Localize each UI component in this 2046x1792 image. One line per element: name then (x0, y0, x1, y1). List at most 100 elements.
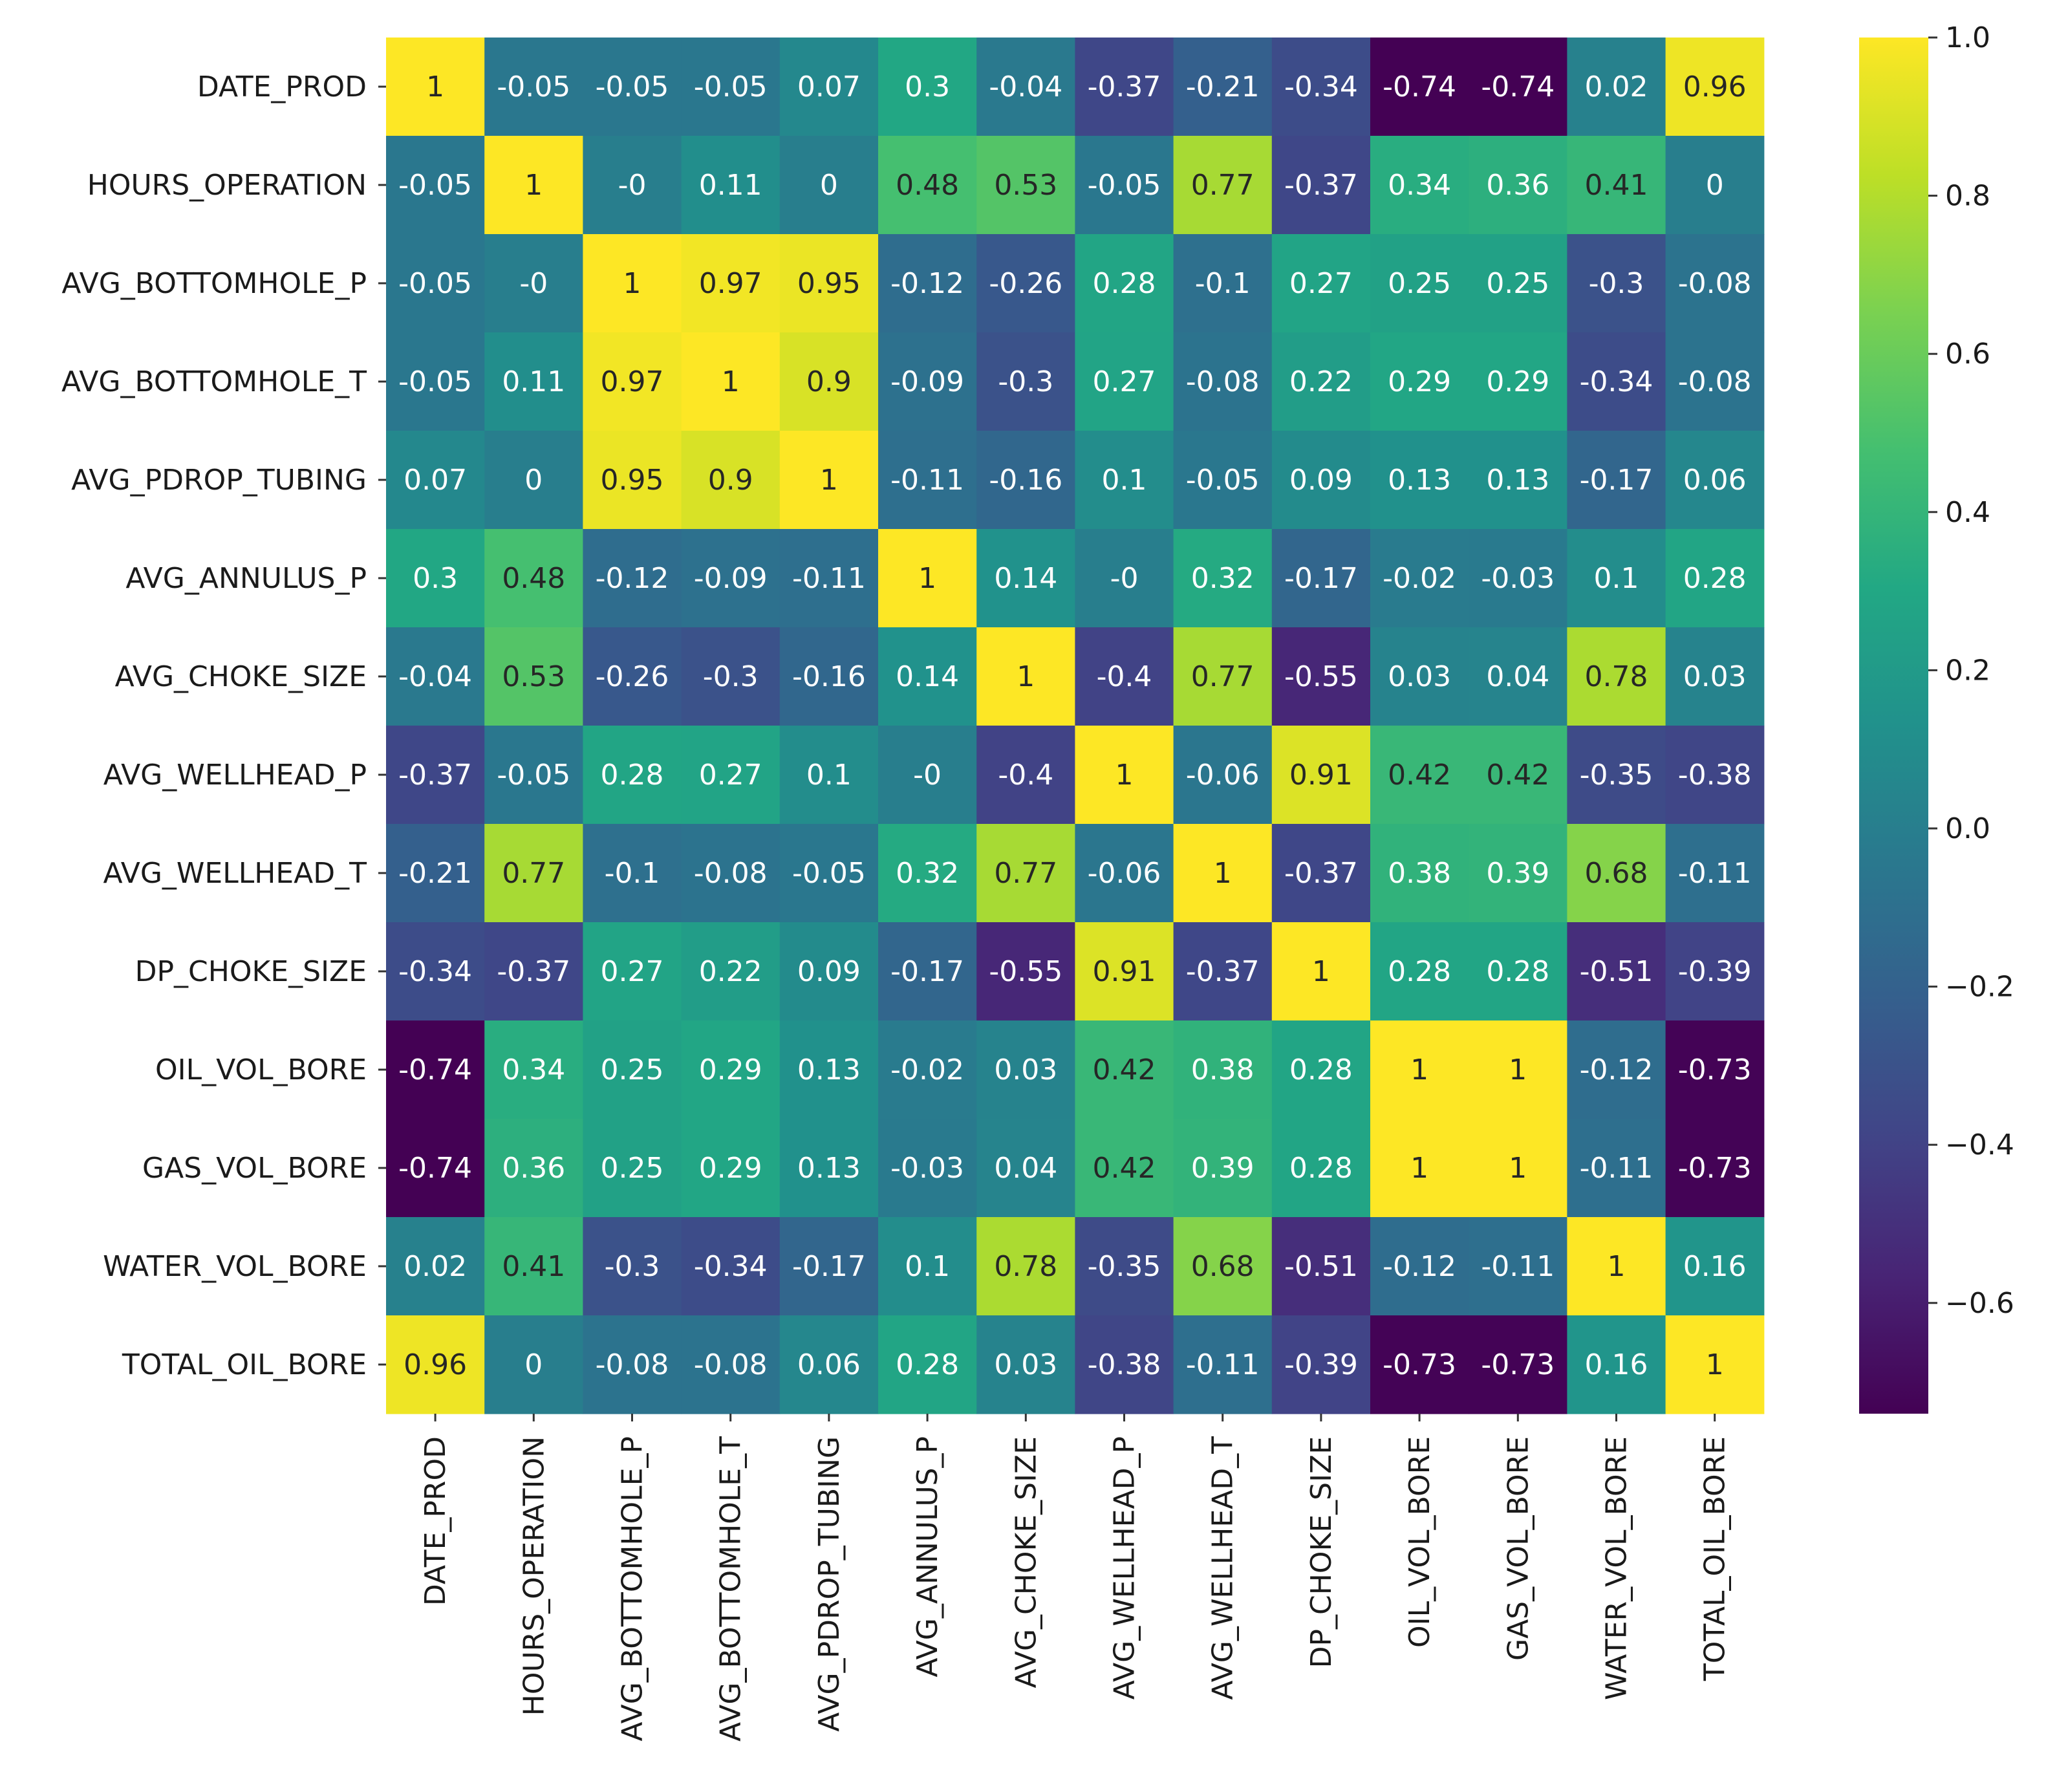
heatmap-value-r13-c4: 0.06 (797, 1348, 861, 1381)
heatmap-cell-r11-c9 (1271, 1119, 1371, 1218)
heatmap-cell-r9-c6 (976, 922, 1075, 1021)
heatmap-cell-r1-c0 (386, 136, 485, 235)
heatmap-cell-r13-c2 (583, 1315, 682, 1414)
heatmap-cell-r3-c13 (1665, 332, 1765, 431)
heatmap-value-r7-c1: -0.05 (497, 759, 570, 792)
heatmap-value-r5-c10: -0.02 (1383, 562, 1456, 595)
heatmap-value-r8-c4: -0.05 (792, 857, 866, 890)
x-axis-label-12: WATER_VOL_BORE (1600, 1436, 1633, 1700)
heatmap-value-r7-c6: -0.4 (998, 759, 1053, 792)
heatmap-cell-r9-c8 (1173, 922, 1273, 1021)
heatmap-value-r2-c9: 0.27 (1289, 267, 1353, 300)
heatmap-cell-r2-c7 (1075, 234, 1174, 333)
heatmap-cell-r0-c9 (1271, 38, 1371, 136)
heatmap-cell-r12-c8 (1173, 1217, 1273, 1316)
heatmap-cell-r10-c6 (976, 1020, 1075, 1119)
heatmap-cell-r5-c8 (1173, 529, 1273, 628)
x-axis-label-9: DP_CHOKE_SIZE (1305, 1436, 1338, 1668)
heatmap-cell-r8-c5 (878, 824, 977, 923)
heatmap-cell-r3-c11 (1469, 332, 1567, 431)
heatmap-cell-r1-c1 (484, 136, 583, 235)
heatmap-value-r0-c10: -0.74 (1383, 70, 1456, 103)
heatmap-value-r5-c6: 0.14 (994, 562, 1057, 595)
heatmap-value-r10-c8: 0.38 (1191, 1053, 1255, 1086)
heatmap-cell-r5-c9 (1271, 529, 1371, 628)
heatmap-cell-r11-c5 (878, 1119, 977, 1218)
heatmap-cell-r9-c11 (1469, 922, 1567, 1021)
heatmap-value-r13-c10: -0.73 (1383, 1348, 1456, 1381)
heatmap-value-r9-c9: 1 (1312, 955, 1330, 988)
heatmap-cell-r5-c6 (976, 529, 1075, 628)
heatmap-value-r2-c0: -0.05 (398, 267, 472, 300)
heatmap-value-r10-c3: 0.29 (699, 1053, 762, 1086)
heatmap-value-r5-c3: -0.09 (694, 562, 768, 595)
heatmap-cell-r1-c4 (779, 136, 879, 235)
heatmap-value-r12-c13: 0.16 (1683, 1250, 1747, 1283)
heatmap-value-r4-c9: 0.09 (1289, 464, 1353, 497)
heatmap-cell-r12-c12 (1567, 1217, 1666, 1316)
heatmap-value-r3-c3: 1 (722, 365, 740, 398)
heatmap-value-r9-c0: -0.34 (398, 955, 472, 988)
heatmap-value-r3-c2: 0.97 (601, 365, 664, 398)
heatmap-cell-r7-c2 (583, 726, 682, 825)
heatmap-value-r3-c13: -0.08 (1678, 365, 1752, 398)
heatmap-cell-r3-c12 (1567, 332, 1666, 431)
heatmap-value-r8-c5: 0.32 (896, 857, 959, 890)
heatmap-value-r5-c7: -0 (1110, 562, 1139, 595)
heatmap-value-r7-c4: 0.1 (806, 759, 852, 792)
heatmap-cell-r5-c5 (878, 529, 977, 628)
heatmap-cell-r11-c4 (779, 1119, 879, 1218)
heatmap-cell-r4-c3 (681, 431, 781, 530)
heatmap-cell-r8-c3 (681, 824, 781, 923)
heatmap-value-r13-c7: -0.38 (1088, 1348, 1161, 1381)
heatmap-cell-r1-c3 (681, 136, 781, 235)
heatmap-cell-r10-c0 (386, 1020, 485, 1119)
y-axis-label-2: AVG_BOTTOMHOLE_P (61, 267, 367, 300)
heatmap-value-r4-c10: 0.13 (1388, 464, 1451, 497)
colorbar-tick-label-5: 0.0 (1945, 812, 1990, 845)
heatmap-cell-r8-c0 (386, 824, 485, 923)
heatmap-cell-r2-c12 (1567, 234, 1666, 333)
heatmap-value-r5-c0: 0.3 (413, 562, 458, 595)
heatmap-cell-r7-c10 (1370, 726, 1469, 825)
heatmap-value-r4-c11: 0.13 (1486, 464, 1549, 497)
heatmap-value-r12-c7: -0.35 (1088, 1250, 1161, 1283)
heatmap-value-r11-c11: 1 (1509, 1152, 1527, 1185)
heatmap-value-r6-c1: 0.53 (502, 660, 565, 693)
heatmap-value-r8-c1: 0.77 (502, 857, 565, 890)
heatmap-value-r11-c7: 0.42 (1093, 1152, 1156, 1185)
heatmap-value-r10-c12: -0.12 (1580, 1053, 1653, 1086)
heatmap-cell-r2-c2 (583, 234, 682, 333)
heatmap-value-r0-c12: 0.02 (1585, 70, 1648, 103)
heatmap-value-r1-c12: 0.41 (1585, 169, 1648, 202)
heatmap-cell-r2-c10 (1370, 234, 1469, 333)
heatmap-value-r6-c7: -0.4 (1097, 660, 1152, 693)
heatmap-cell-r3-c6 (976, 332, 1075, 431)
y-axis-labels: DATE_PROD HOURS_OPERATION AVG_BOTTOMHOLE_P… (61, 70, 386, 1381)
heatmap-value-r6-c13: 0.03 (1683, 660, 1747, 693)
heatmap-value-r3-c7: 0.27 (1093, 365, 1156, 398)
heatmap-cell-r8-c1 (484, 824, 583, 923)
heatmap-cell-r4-c7 (1075, 431, 1174, 530)
heatmap-cell-r2-c6 (976, 234, 1075, 333)
heatmap-value-r12-c12: 1 (1608, 1250, 1626, 1283)
heatmap-value-r10-c5: -0.02 (890, 1053, 964, 1086)
x-axis-label-4: AVG_PDROP_TUBING (813, 1436, 846, 1732)
heatmap-value-r2-c7: 0.28 (1093, 267, 1156, 300)
heatmap-value-r11-c12: -0.11 (1580, 1152, 1653, 1185)
heatmap-cell-r6-c13 (1665, 627, 1765, 726)
heatmap-value-r3-c12: -0.34 (1580, 365, 1653, 398)
heatmap-cell-r5-c4 (779, 529, 879, 628)
heatmap-cell-r12-c7 (1075, 1217, 1174, 1316)
x-axis-label-13: TOTAL_OIL_BORE (1699, 1436, 1732, 1681)
heatmap-cell-r11-c1 (484, 1119, 583, 1218)
heatmap-cell-r9-c0 (386, 922, 485, 1021)
heatmap-cell-r2-c13 (1665, 234, 1765, 333)
heatmap-cell-r6-c9 (1271, 627, 1371, 726)
heatmap-cell-r2-c8 (1173, 234, 1273, 333)
heatmap-value-r7-c10: 0.42 (1388, 759, 1451, 792)
heatmap-cell-r4-c10 (1370, 431, 1469, 530)
heatmap-cell-r3-c3 (681, 332, 781, 431)
heatmap-cell-r4-c12 (1567, 431, 1666, 530)
